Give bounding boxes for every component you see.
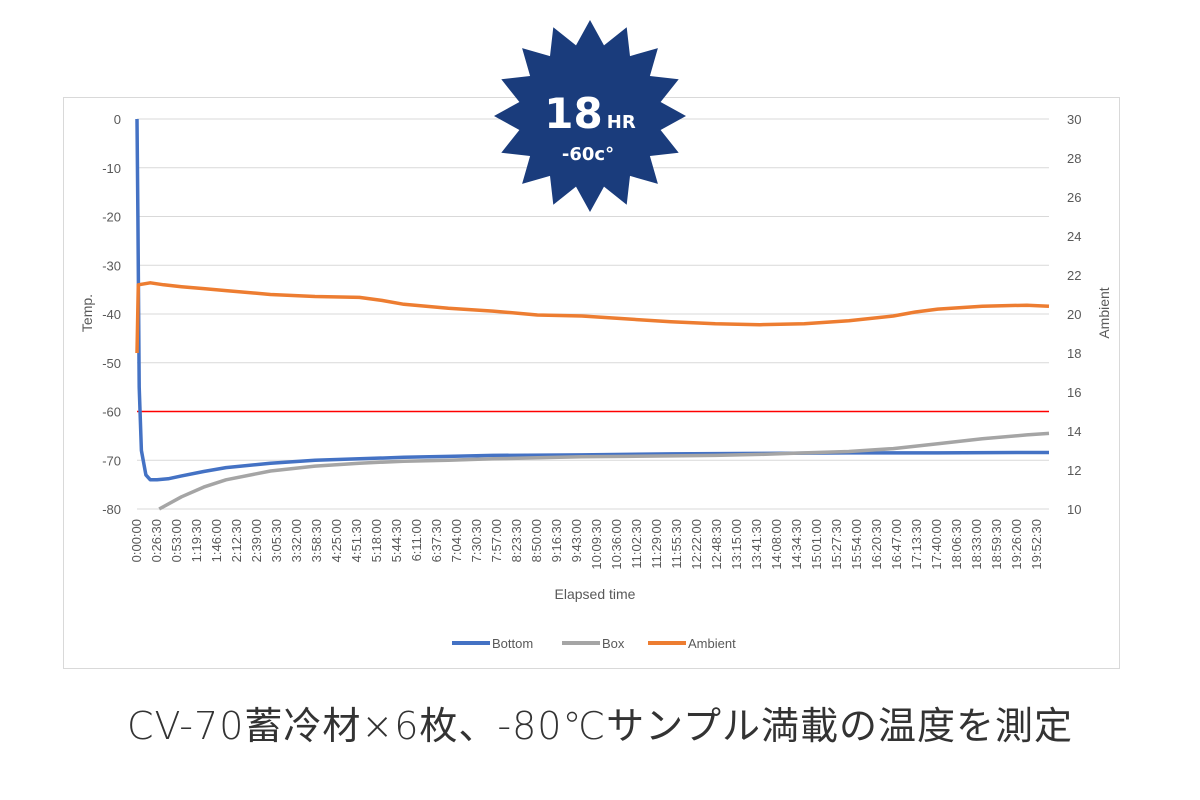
x-tick-label: 2:39:00 bbox=[249, 519, 264, 562]
x-tick-label: 5:18:00 bbox=[369, 519, 384, 562]
x-tick-label: 7:57:00 bbox=[489, 519, 504, 562]
y-tick-label: -50 bbox=[102, 356, 121, 371]
badge-hours: 18 HR bbox=[544, 89, 636, 138]
x-tick-label: 3:32:00 bbox=[289, 519, 304, 562]
x-tick-label: 10:36:00 bbox=[609, 519, 624, 570]
x-tick-label: 4:51:30 bbox=[349, 519, 364, 562]
y2-tick-label: 28 bbox=[1067, 151, 1081, 166]
legend: Bottom Box Ambient bbox=[452, 636, 736, 651]
caption: CV-70蓄冷材×6枚、-80℃サンプル満載の温度を測定 bbox=[127, 704, 1073, 748]
x-tick-label: 6:37:30 bbox=[429, 519, 444, 562]
y-tick-label: -10 bbox=[102, 161, 121, 176]
y2-tick-label: 22 bbox=[1067, 268, 1081, 283]
x-tick-label: 18:33:00 bbox=[969, 519, 984, 570]
badge: 18 HR -60c° bbox=[494, 20, 686, 212]
y2-tick-label: 18 bbox=[1067, 346, 1081, 361]
y-tick-label: -60 bbox=[102, 405, 121, 420]
x-tick-label: 19:26:00 bbox=[1009, 519, 1024, 570]
x-tick-label: 17:13:30 bbox=[909, 519, 924, 570]
x-tick-label: 11:02:30 bbox=[629, 519, 644, 569]
y2-tick-label: 24 bbox=[1067, 229, 1081, 244]
legend-label-ambient: Ambient bbox=[688, 636, 736, 651]
x-tick-label: 17:40:00 bbox=[929, 519, 944, 570]
x-tick-label: 1:19:30 bbox=[189, 519, 204, 562]
y-tick-label: -70 bbox=[102, 453, 121, 468]
x-tick-label: 14:08:00 bbox=[769, 519, 784, 570]
y-axis-title: Temp. bbox=[79, 294, 95, 332]
y-tick-label: -40 bbox=[102, 307, 121, 322]
x-tick-label: 13:41:30 bbox=[749, 519, 764, 570]
x-tick-label: 14:34:30 bbox=[789, 519, 804, 570]
y2-tick-label: 16 bbox=[1067, 385, 1081, 400]
x-axis-title: Elapsed time bbox=[555, 586, 636, 602]
x-axis-ticks: 0:00:00 0:26:30 0:53:00 1:19:30 1:46:00 2:12:… bbox=[129, 519, 1044, 570]
y2-tick-label: 12 bbox=[1067, 463, 1081, 478]
series-lines bbox=[135, 118, 1050, 511]
x-tick-label: 15:01:00 bbox=[809, 519, 824, 570]
x-tick-label: 13:15:00 bbox=[729, 519, 744, 570]
x-tick-label: 9:43:00 bbox=[569, 519, 584, 562]
x-tick-label: 15:27:30 bbox=[829, 519, 844, 570]
x-tick-label: 0:00:00 bbox=[129, 519, 144, 562]
x-tick-label: 18:06:30 bbox=[949, 519, 964, 570]
y2-tick-label: 20 bbox=[1067, 307, 1081, 322]
y2-tick-label: 14 bbox=[1067, 424, 1081, 439]
x-tick-label: 3:05:30 bbox=[269, 519, 284, 562]
x-tick-label: 11:55:30 bbox=[669, 519, 684, 569]
x-tick-label: 0:53:00 bbox=[169, 519, 184, 562]
chart: 0 -10 -20 -30 -40 -50 -60 -70 -80 30 28 26 24 22 20 18… bbox=[79, 112, 1112, 651]
x-tick-label: 4:25:00 bbox=[329, 519, 344, 562]
x-tick-label: 16:47:00 bbox=[889, 519, 904, 570]
badge-temp: -60c° bbox=[562, 144, 614, 165]
legend-label-bottom: Bottom bbox=[492, 636, 533, 651]
x-tick-label: 5:44:30 bbox=[389, 519, 404, 562]
x-tick-label: 12:48:30 bbox=[709, 519, 724, 570]
legend-label-box: Box bbox=[602, 636, 625, 651]
y-tick-label: -80 bbox=[102, 502, 121, 517]
x-tick-label: 0:26:30 bbox=[149, 519, 164, 562]
x-tick-label: 9:16:30 bbox=[549, 519, 564, 562]
x-tick-label: 12:22:00 bbox=[689, 519, 704, 570]
x-tick-label: 11:29:00 bbox=[649, 519, 664, 569]
x-tick-label: 15:54:00 bbox=[849, 519, 864, 570]
y2-tick-label: 10 bbox=[1067, 502, 1081, 517]
y-tick-label: 0 bbox=[114, 112, 121, 127]
x-tick-label: 10:09:30 bbox=[589, 519, 604, 570]
x-tick-label: 1:46:00 bbox=[209, 519, 224, 562]
x-tick-label: 6:11:00 bbox=[409, 519, 424, 561]
y-axis-ticks: 0 -10 -20 -30 -40 -50 -60 -70 -80 bbox=[102, 112, 121, 517]
y-tick-label: -20 bbox=[102, 210, 121, 225]
y2-tick-label: 30 bbox=[1067, 112, 1081, 127]
x-tick-label: 19:52:30 bbox=[1029, 519, 1044, 570]
series-line-ambient bbox=[135, 281, 1050, 354]
x-tick-label: 7:30:30 bbox=[469, 519, 484, 562]
x-tick-label: 7:04:00 bbox=[449, 519, 464, 562]
y2-axis-title: Ambient bbox=[1096, 287, 1112, 338]
y-tick-label: -30 bbox=[102, 258, 121, 273]
starburst-icon bbox=[494, 20, 686, 212]
x-tick-label: 8:23:30 bbox=[509, 519, 524, 562]
x-tick-label: 3:58:30 bbox=[309, 519, 324, 562]
x-tick-label: 16:20:30 bbox=[869, 519, 884, 570]
series-line-box bbox=[158, 431, 1050, 511]
x-tick-label: 8:50:00 bbox=[529, 519, 544, 562]
y2-axis-ticks: 30 28 26 24 22 20 18 16 14 12 10 bbox=[1067, 112, 1081, 517]
y2-tick-label: 26 bbox=[1067, 190, 1081, 205]
x-tick-label: 18:59:30 bbox=[989, 519, 1004, 570]
x-tick-label: 2:12:30 bbox=[229, 519, 244, 562]
